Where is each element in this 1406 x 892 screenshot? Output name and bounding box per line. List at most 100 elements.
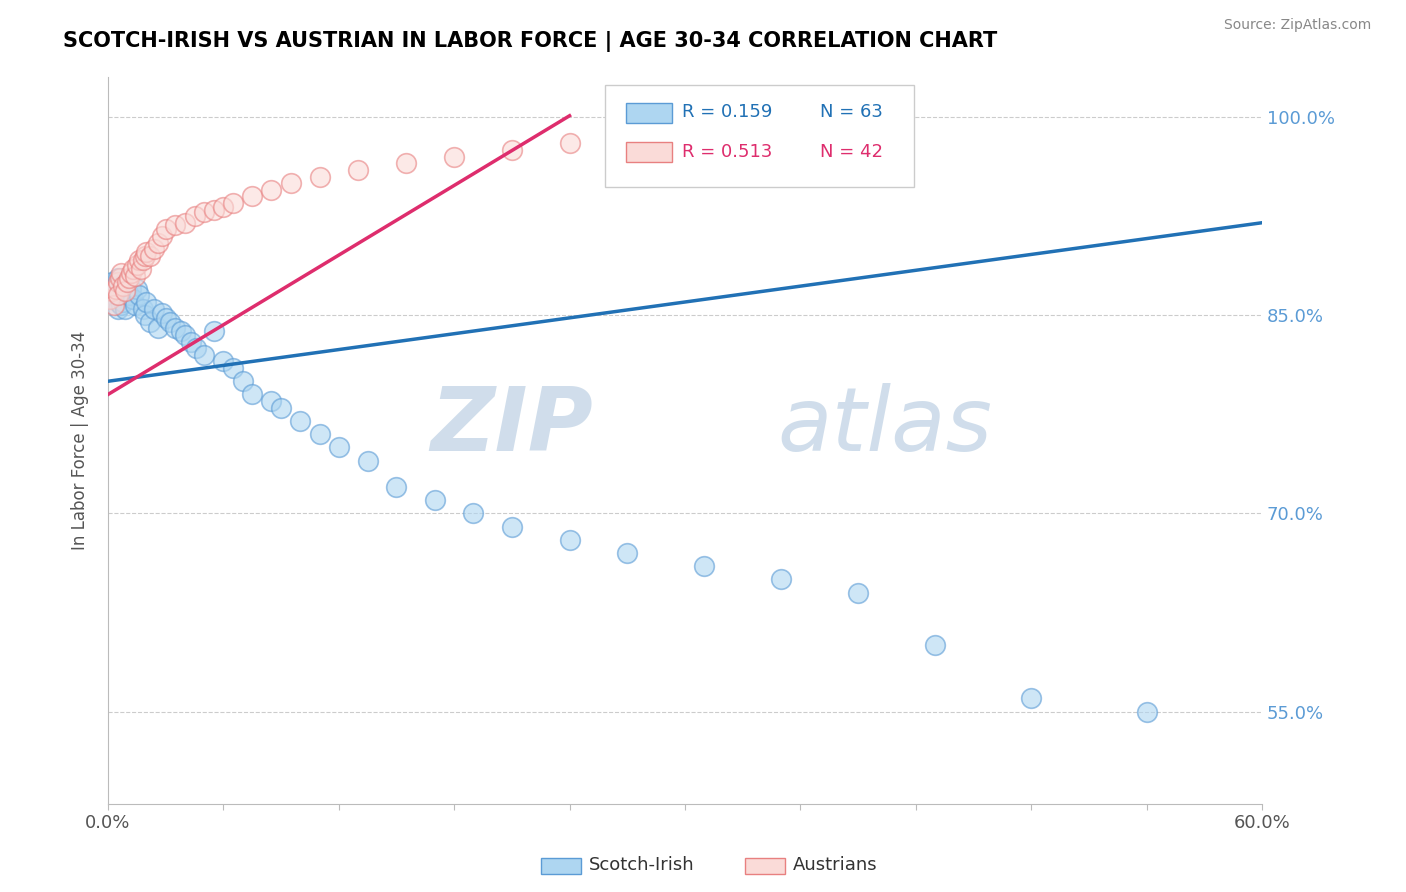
Point (128, 252, 150, 267)
Point (159, 315, 181, 329)
Point (139, 315, 162, 329)
Point (501, 143, 523, 157)
Point (134, 308, 156, 322)
Point (104, 288, 127, 302)
Point (107, 288, 129, 302)
Point (222, 361, 245, 376)
Point (131, 252, 153, 267)
Point (165, 321, 187, 335)
Point (135, 295, 157, 310)
Point (260, 394, 283, 409)
Point (260, 183, 283, 197)
Point (120, 282, 142, 296)
Point (1019, 691, 1042, 706)
Point (112, 282, 135, 296)
Point (155, 222, 177, 236)
Point (270, 401, 292, 415)
Point (107, 295, 129, 310)
Point (107, 301, 129, 316)
Point (222, 196, 245, 211)
Text: N = 63: N = 63 (820, 103, 883, 121)
Point (112, 279, 135, 293)
Point (308, 169, 330, 184)
Point (128, 288, 150, 302)
Text: atlas: atlas (778, 384, 993, 469)
Point (290, 414, 312, 428)
Point (183, 209, 205, 223)
Point (110, 279, 132, 293)
Point (101, 285, 124, 299)
Point (616, 546, 638, 560)
Text: SCOTCH-IRISH VS AUSTRIAN IN LABOR FORCE | AGE 30-34 CORRELATION CHART: SCOTCH-IRISH VS AUSTRIAN IN LABOR FORCE … (63, 31, 997, 53)
Text: Austrians: Austrians (793, 856, 877, 874)
Point (103, 285, 125, 299)
Point (240, 387, 263, 401)
Point (212, 200, 235, 214)
Point (308, 427, 330, 442)
Point (443, 150, 465, 164)
Point (924, 639, 946, 653)
Text: Scotch-Irish: Scotch-Irish (589, 856, 695, 874)
Point (385, 480, 408, 494)
Point (114, 301, 136, 316)
Point (101, 275, 124, 289)
Point (146, 321, 169, 335)
Point (118, 288, 141, 302)
Point (328, 440, 350, 454)
Point (110, 298, 132, 312)
Point (103, 298, 125, 312)
Point (150, 305, 173, 319)
Point (134, 249, 156, 263)
Point (174, 328, 197, 343)
Point (107, 275, 129, 289)
Point (115, 275, 138, 289)
Point (124, 298, 146, 312)
Point (463, 507, 485, 521)
Point (165, 219, 187, 233)
Y-axis label: In Labor Force | Age 30-34: In Labor Force | Age 30-34 (72, 331, 89, 550)
Point (107, 271, 129, 285)
Point (693, 559, 716, 574)
Point (232, 374, 254, 388)
Text: N = 42: N = 42 (820, 143, 883, 161)
Point (110, 266, 132, 280)
Point (193, 205, 215, 219)
Point (186, 341, 208, 355)
Point (115, 285, 138, 299)
Point (108, 288, 131, 302)
Point (103, 293, 125, 307)
Point (423, 493, 446, 508)
Point (129, 262, 152, 277)
Point (395, 156, 418, 170)
Text: R = 0.159: R = 0.159 (682, 103, 772, 121)
Point (202, 202, 225, 217)
Point (122, 293, 145, 307)
Point (120, 266, 142, 280)
Point (108, 282, 131, 296)
Point (125, 282, 148, 296)
Point (558, 136, 581, 151)
Text: Source: ZipAtlas.com: Source: ZipAtlas.com (1223, 18, 1371, 32)
Point (115, 279, 138, 293)
Point (98, 282, 121, 296)
Point (98, 293, 121, 307)
Text: R = 0.513: R = 0.513 (682, 143, 772, 161)
Point (180, 334, 202, 349)
Point (280, 176, 302, 190)
Point (202, 324, 225, 338)
Point (108, 271, 131, 285)
Point (114, 285, 136, 299)
Point (770, 573, 793, 587)
Point (212, 354, 235, 368)
Point (131, 301, 153, 316)
Point (174, 216, 197, 230)
Point (150, 229, 173, 244)
Point (104, 279, 127, 293)
Point (124, 268, 146, 283)
Point (112, 295, 135, 310)
Point (1135, 705, 1157, 719)
Point (122, 262, 145, 277)
Point (356, 453, 378, 467)
Point (170, 324, 193, 338)
Point (139, 249, 162, 263)
